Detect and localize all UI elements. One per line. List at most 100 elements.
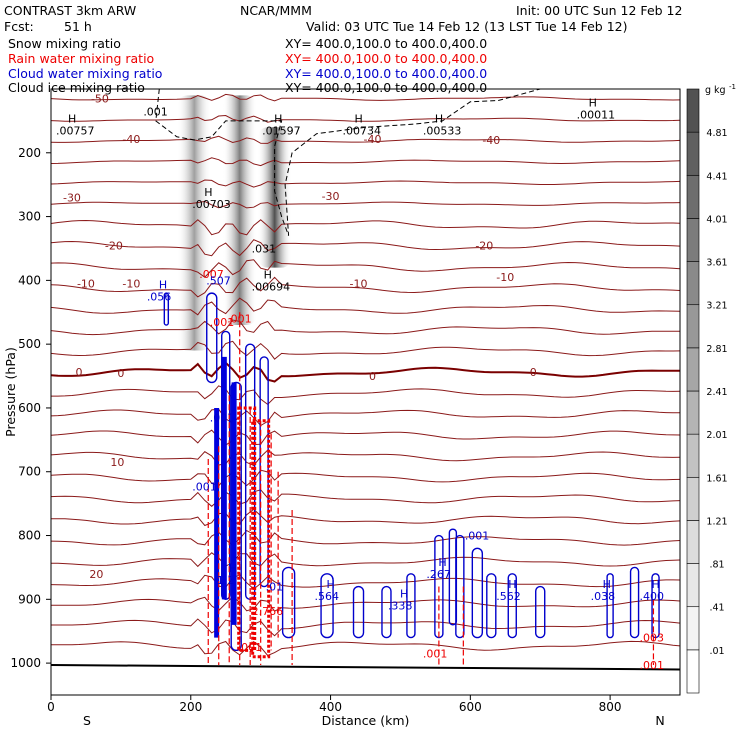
- organization: NCAR/MMM: [240, 3, 312, 18]
- freezing-level-contour: [51, 361, 680, 383]
- temperature-label: -20: [105, 239, 123, 252]
- temperature-contour: [51, 259, 680, 278]
- extremum-value: .056: [147, 290, 172, 303]
- extremum-value: .001: [210, 316, 235, 329]
- temperature-contour: [51, 429, 680, 446]
- legend-cloudwater-xy: XY= 400.0,100.0 to 400.0,400.0: [285, 66, 488, 81]
- colorbar-swatch: [686, 261, 700, 306]
- legend-rain-label: Rain water mixing ratio: [8, 51, 155, 66]
- temperature-contour: [51, 135, 680, 144]
- ground-line: [50, 664, 681, 671]
- extremum-marker: H: [603, 578, 611, 591]
- temperature-label: -30: [63, 191, 81, 204]
- extremum-value: .00703: [192, 198, 231, 211]
- temperature-contour: [51, 114, 680, 123]
- colorbar-level-label: 2.81: [706, 344, 727, 355]
- temperature-contours: [51, 93, 680, 657]
- extremum-value: .00011: [577, 109, 616, 122]
- cloud-water-contour: [486, 573, 497, 639]
- extremum-marker: H: [327, 578, 335, 591]
- extremum-value: 2.766: [252, 605, 284, 618]
- x-tick-label: 400: [319, 700, 342, 714]
- cloud-ice-contour: [155, 89, 541, 236]
- extremum-value: .001: [192, 480, 217, 493]
- colorbar-swatch: [686, 88, 700, 133]
- extremum-value: .562: [496, 590, 521, 603]
- temperature-contour: [51, 93, 680, 102]
- temperature-label: -10: [350, 278, 368, 291]
- colorbar-swatch: [686, 520, 700, 564]
- extremum-marker: H: [264, 269, 272, 282]
- colorbar: .01 .41 .81 1.21 1.61 2.01 2.41 2.81 3.21 3.61 4.0…: [686, 83, 736, 694]
- temperature-contour: [51, 574, 680, 590]
- extremum-value: .001: [465, 530, 490, 543]
- plot-frame: [50, 88, 681, 696]
- extremum-marker: H: [435, 112, 443, 125]
- colorbar-level-label: .41: [709, 603, 724, 614]
- temperature-contour: [51, 385, 680, 406]
- temperature-contour: [51, 200, 680, 209]
- extremum-marker: H: [400, 588, 408, 601]
- extremum-marker: H: [204, 186, 212, 199]
- rain-water-core: [251, 419, 271, 659]
- terrain-surface: [50, 664, 681, 671]
- cloud-water-contour: [651, 573, 660, 639]
- colorbar-level-label: 2.41: [706, 387, 727, 398]
- x-tick-label: 200: [179, 700, 202, 714]
- temperature-label: -40: [122, 133, 140, 146]
- y-tick-label: 400: [18, 273, 41, 287]
- extremum-value: .01597: [262, 124, 301, 137]
- legend-cloudwater-label: Cloud water mixing ratio: [8, 66, 163, 81]
- extremum-value: .564: [315, 590, 340, 603]
- temperature-contour: [51, 157, 680, 167]
- legend-cloudice-xy: XY= 400.0,100.0 to 400.0,400.0: [285, 80, 488, 95]
- cloud-water-contour: [352, 585, 365, 639]
- extremum-value: .267: [426, 568, 451, 581]
- y-tick-label: 800: [18, 529, 41, 543]
- y-axis-label: Pressure (hPa): [3, 347, 18, 437]
- colorbar-level-label: .01: [709, 646, 724, 657]
- temperature-contour: [51, 276, 680, 298]
- colorbar-level-label: 3.61: [706, 258, 727, 269]
- temperature-label: -10: [77, 278, 95, 291]
- colorbar-swatch: [686, 131, 700, 176]
- y-tick-label: 700: [18, 465, 41, 479]
- colorbar-swatch: [686, 304, 700, 349]
- extremum-value: .007: [199, 268, 224, 281]
- temperature-label: -10: [496, 271, 514, 284]
- legend-snow-label: Snow mixing ratio: [8, 36, 121, 51]
- extremum-marker: H: [274, 112, 282, 125]
- temperature-label: -10: [122, 278, 140, 291]
- forecast-label: Fcst:: [4, 19, 34, 34]
- extremum-value: .003: [640, 632, 665, 645]
- temperature-contour: [51, 239, 680, 257]
- cloud-water-contour: [535, 585, 546, 639]
- extremum-marker: H: [68, 112, 76, 125]
- extremum-value: .400: [640, 590, 665, 603]
- extremum-marker: H: [159, 278, 167, 291]
- temperature-contour: [51, 340, 680, 360]
- cloud-water-contour: [281, 566, 296, 639]
- temperature-contour: [51, 618, 680, 637]
- colorbar-swatch: [686, 390, 700, 435]
- rain-water-contours: [207, 312, 655, 666]
- extremum-value: .00694: [252, 281, 291, 294]
- extremum-marker: H: [589, 97, 597, 110]
- colorbar-level-label: .81: [709, 560, 724, 571]
- cloud-water-contour: [606, 573, 614, 639]
- extremum-value: 1.1: [217, 574, 235, 587]
- cloud-water-contour: [206, 292, 218, 384]
- extremum-value: .01: [266, 581, 284, 594]
- temperature-contour: [51, 489, 680, 507]
- temperature-contour: [51, 297, 680, 316]
- extremum-marker: H: [508, 578, 516, 591]
- axes: 0 200 400 600 800200300400500600700800900100…: [3, 146, 665, 728]
- colorbar-unit: g kg: [705, 85, 726, 96]
- temperature-label: -40: [364, 133, 382, 146]
- cloud-water-contour: [629, 566, 640, 639]
- forecast-hour: 51 h: [64, 19, 92, 34]
- temperature-contour: [51, 408, 680, 427]
- valid-time: Valid: 03 UTC Tue 14 Feb 12 (13 LST Tue …: [306, 19, 628, 34]
- x-tick-label: 600: [459, 700, 482, 714]
